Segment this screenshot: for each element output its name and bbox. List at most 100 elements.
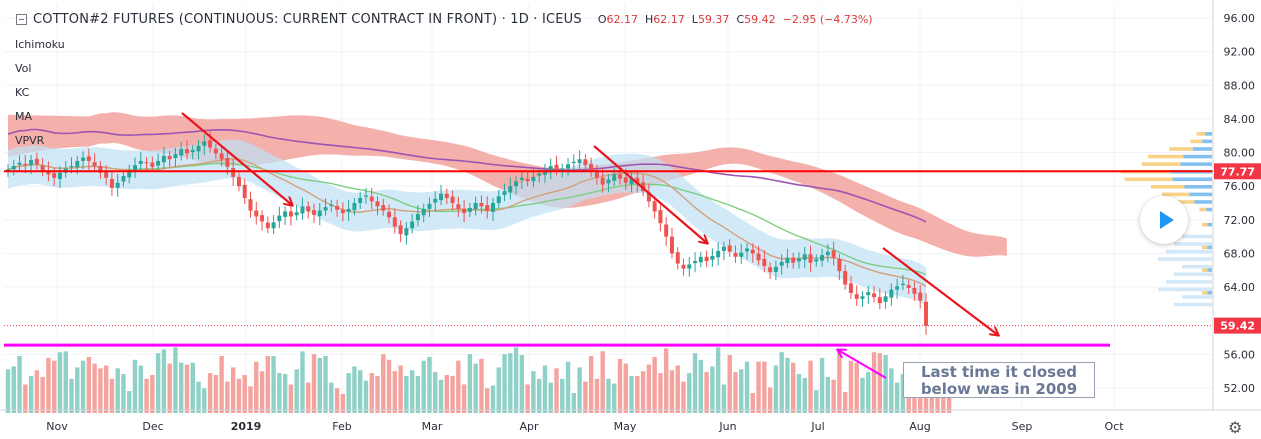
candle-body — [213, 148, 218, 154]
candle-body — [29, 160, 34, 166]
indicator-vol[interactable]: Vol — [15, 62, 32, 75]
volume-bar — [92, 363, 97, 413]
volume-bar — [444, 375, 449, 413]
candle-body — [542, 170, 547, 175]
volume-bar — [513, 347, 519, 413]
candle-body — [34, 158, 39, 165]
candle-body — [750, 249, 755, 254]
volume-bar — [883, 355, 888, 413]
volume-bar — [196, 381, 201, 413]
volume-bar — [640, 371, 646, 413]
candle-body — [52, 173, 57, 178]
candle-body — [496, 196, 501, 203]
volume-bar — [381, 354, 386, 413]
volume-bar — [265, 356, 271, 413]
candle — [115, 173, 120, 197]
candle — [889, 283, 894, 306]
y-tick-label: 80.00 — [1224, 147, 1256, 160]
candle-body — [398, 225, 403, 235]
vpvr-bar — [1183, 154, 1212, 159]
candle — [57, 166, 62, 189]
candle — [825, 244, 830, 263]
candle — [363, 187, 368, 204]
candle — [652, 196, 657, 219]
candle — [196, 139, 201, 160]
vpvr-bar — [1174, 272, 1212, 277]
candle-body — [450, 196, 455, 203]
candle-body — [912, 287, 917, 294]
candle-body — [600, 177, 605, 185]
candle-body — [283, 211, 288, 217]
candle-body — [127, 171, 132, 178]
candle-body — [202, 141, 207, 146]
volume-bar — [121, 374, 126, 413]
candle — [583, 154, 588, 171]
indicator-kc[interactable]: KC — [15, 86, 30, 99]
candle-body — [173, 154, 178, 159]
candle — [762, 250, 767, 273]
x-tick-label: Nov — [46, 420, 68, 433]
candle — [820, 248, 825, 267]
volume-bar — [329, 382, 334, 413]
volume-bar — [23, 384, 28, 413]
candle-body — [658, 210, 663, 224]
candle-body — [277, 215, 282, 222]
candle — [236, 171, 241, 192]
candle-body — [791, 257, 796, 263]
volume-bar — [80, 360, 86, 413]
volume-bar — [323, 356, 328, 413]
candle-body — [439, 193, 444, 201]
candle — [323, 198, 328, 216]
y-tick-label: 76.00 — [1224, 180, 1256, 193]
indicator-ichimoku[interactable]: Ichimoku — [15, 38, 65, 51]
candle-body — [294, 212, 299, 216]
volume-bar — [739, 369, 744, 413]
vpvr-bar — [1158, 257, 1212, 261]
candle-body — [675, 252, 680, 264]
candle — [912, 281, 917, 301]
indicator-vpvr[interactable]: VPVR — [15, 134, 45, 147]
volume-bar — [796, 374, 802, 413]
indicator-ma[interactable]: MA — [15, 110, 33, 123]
volume-bar — [69, 378, 74, 413]
volume-bar — [502, 354, 507, 413]
volume-bar — [600, 351, 605, 413]
volume-bar — [17, 356, 22, 413]
candle — [571, 154, 576, 172]
candle-body — [421, 208, 426, 216]
candle — [773, 260, 778, 281]
volume-bar — [259, 371, 265, 413]
candle-body — [225, 158, 230, 167]
volume-bar — [219, 356, 224, 413]
volume-bar — [542, 365, 548, 413]
volume-bar — [681, 381, 686, 413]
candle-body — [340, 209, 345, 214]
volume-bar — [40, 376, 45, 413]
volume-bar — [669, 370, 675, 413]
price-axis — [1213, 0, 1261, 439]
candle — [669, 227, 674, 259]
candle — [190, 144, 195, 160]
vpvr-bar — [1166, 280, 1212, 284]
candle — [34, 152, 39, 170]
volume-bar — [438, 379, 444, 413]
collapse-icon[interactable] — [16, 13, 27, 25]
candle — [514, 176, 519, 195]
play-icon[interactable] — [1140, 196, 1188, 244]
volume-bar — [57, 352, 63, 413]
x-tick-label: Oct — [1104, 420, 1124, 433]
volume-bar — [715, 347, 721, 413]
gear-icon[interactable]: ⚙ — [1228, 418, 1243, 437]
volume-bar — [5, 369, 11, 413]
candle-body — [190, 150, 195, 153]
x-tick-label: Sep — [1012, 420, 1033, 433]
volume-bar — [479, 358, 484, 413]
candle-body — [346, 208, 351, 212]
volume-bar — [791, 362, 796, 413]
candle — [618, 166, 622, 185]
candle — [467, 203, 472, 217]
candle-body — [646, 192, 651, 202]
candle — [566, 158, 571, 176]
candle — [918, 284, 923, 309]
